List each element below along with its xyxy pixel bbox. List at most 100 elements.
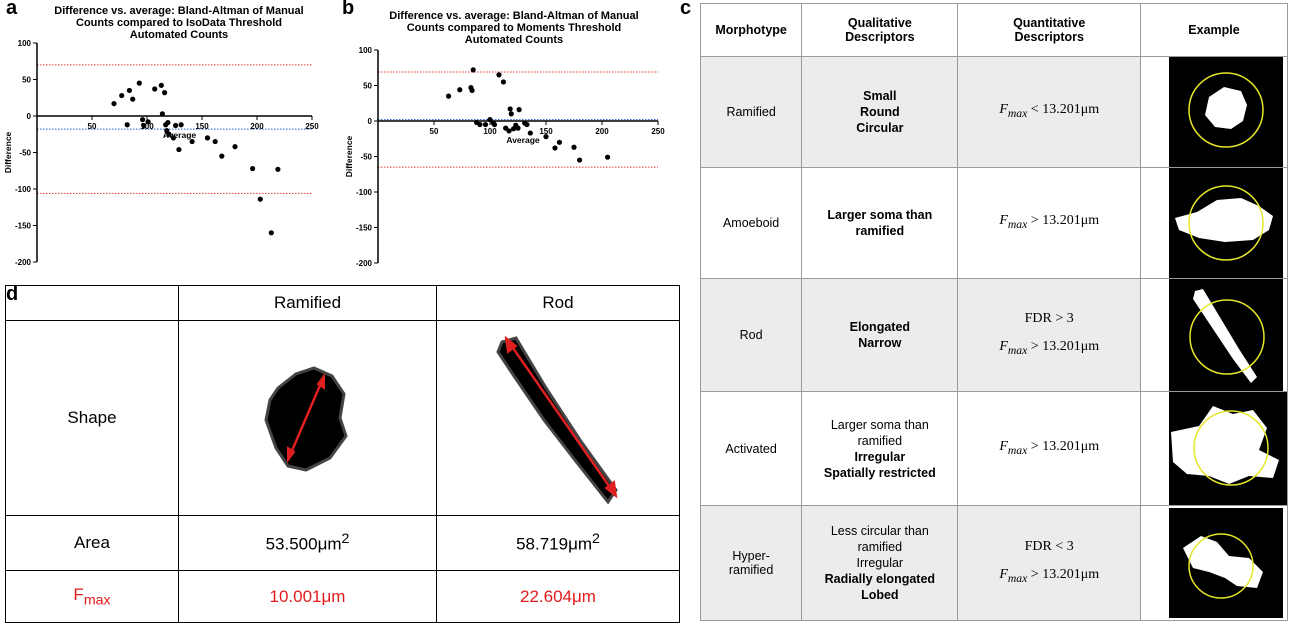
point: [190, 139, 195, 144]
cell: 58.719μm2: [437, 516, 680, 571]
point: [171, 135, 176, 140]
row-label: Shape: [6, 321, 179, 516]
figure: a b c d Difference vs. average: Bland-Al…: [0, 0, 1295, 625]
shape-image: [488, 328, 628, 508]
example-image: [1169, 392, 1287, 505]
header: Ramified: [179, 286, 437, 321]
formula: Fmax > 13.201μm: [958, 207, 1140, 239]
formula: Fmax > 13.201μm: [958, 561, 1140, 593]
y-tick-label: -200: [356, 259, 373, 268]
point: [219, 154, 224, 159]
descriptor: Less circular than ramified: [802, 523, 957, 555]
y-tick-label: -100: [356, 188, 373, 197]
descriptor: Irregular: [802, 555, 957, 571]
descriptor: Narrow: [802, 335, 957, 351]
y-axis-label: Difference: [3, 131, 13, 173]
descriptor: Small: [802, 88, 957, 104]
descriptor: Elongated: [802, 319, 957, 335]
point: [176, 147, 181, 152]
point: [162, 90, 167, 95]
point: [509, 111, 514, 116]
point: [258, 197, 263, 202]
point: [508, 106, 513, 111]
x-axis-label: Average: [506, 135, 540, 145]
point: [166, 132, 171, 137]
row-label: Area: [6, 516, 179, 571]
formula: Fmax > 13.201μm: [958, 433, 1140, 465]
descriptor: Irregular: [802, 449, 957, 465]
point: [111, 101, 116, 106]
point: [477, 122, 482, 127]
point: [557, 140, 562, 145]
morphotype: Ramified: [701, 57, 802, 168]
y-tick-label: -200: [15, 258, 32, 267]
y-tick-label: 50: [22, 76, 31, 85]
y-tick-label: -150: [356, 224, 373, 233]
point: [119, 93, 124, 98]
descriptor: Circular: [802, 120, 957, 136]
point: [513, 123, 518, 128]
x-tick-label: 50: [430, 127, 439, 136]
formula: FDR > 3: [958, 305, 1140, 333]
point: [165, 120, 170, 125]
row-label: Fmax: [6, 571, 179, 623]
point: [140, 117, 145, 122]
formula: Fmax < 13.201μm: [958, 96, 1140, 128]
header: Morphotype: [701, 4, 802, 57]
cell: 22.604μm: [437, 571, 680, 623]
point: [552, 145, 557, 150]
morphotype: Amoeboid: [701, 168, 802, 279]
point: [471, 67, 476, 72]
x-tick-label: 250: [651, 127, 665, 136]
point: [159, 83, 164, 88]
descriptor: Round: [802, 104, 957, 120]
y-tick-label: 100: [359, 46, 373, 55]
point: [468, 85, 473, 90]
point: [125, 122, 130, 127]
point: [141, 123, 146, 128]
x-tick-label: 200: [250, 122, 264, 131]
header: Quantitative Descriptors: [958, 4, 1141, 57]
header: Example: [1141, 4, 1288, 57]
point: [127, 88, 132, 93]
point: [250, 166, 255, 171]
point: [269, 230, 274, 235]
morphotype: Rod: [701, 279, 802, 392]
point: [275, 167, 280, 172]
point: [152, 86, 157, 91]
example-image: [1169, 168, 1283, 278]
point: [605, 155, 610, 160]
header: Qualitative Descriptors: [802, 4, 958, 57]
point: [571, 145, 576, 150]
point: [577, 157, 582, 162]
y-tick-label: 0: [27, 112, 32, 121]
point: [160, 111, 165, 116]
point: [543, 134, 548, 139]
point: [446, 94, 451, 99]
descriptor: Larger soma than ramified: [802, 207, 957, 239]
y-tick-label: -50: [19, 149, 31, 158]
example-image: [1169, 508, 1283, 618]
x-tick-label: 150: [195, 122, 209, 131]
formula: Fmax > 13.201μm: [958, 333, 1140, 365]
point: [173, 123, 178, 128]
point: [146, 119, 151, 124]
point: [506, 128, 511, 133]
point: [524, 122, 529, 127]
point: [213, 139, 218, 144]
point: [483, 122, 488, 127]
y-tick-label: -50: [360, 153, 372, 162]
morphotype: Hyper-ramified: [701, 506, 802, 621]
y-tick-label: -150: [15, 222, 32, 231]
example-image: [1169, 279, 1283, 391]
shape-image: [248, 348, 368, 488]
descriptor: Spatially restricted: [802, 465, 957, 481]
x-tick-label: 200: [595, 127, 609, 136]
descriptor: Radially elongated: [802, 571, 957, 587]
descriptor: Larger soma than ramified: [802, 417, 957, 449]
y-axis-label: Difference: [344, 135, 354, 177]
y-tick-label: 0: [368, 117, 373, 126]
